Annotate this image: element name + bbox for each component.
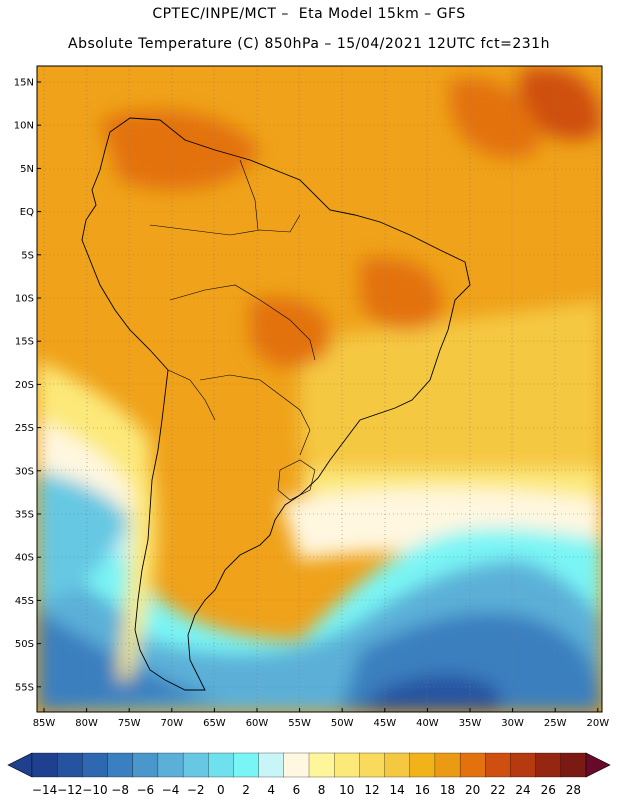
lat-tick-label: 35S <box>15 510 34 521</box>
colorbar-label: 28 <box>566 783 581 797</box>
lon-tick-label: 20W <box>586 718 609 729</box>
colorbar-swatch <box>485 752 511 778</box>
field-core-cold <box>360 675 500 712</box>
lat-tick-label: 40S <box>15 553 34 564</box>
lon-tick-label: 85W <box>33 718 56 729</box>
colorbar-swatch <box>510 752 537 778</box>
colorbar-label: 4 <box>267 783 275 797</box>
lon-tick-label: 65W <box>203 718 226 729</box>
field-midblue-pacific <box>37 470 130 600</box>
field-hotspot-atlantic <box>520 67 602 141</box>
colorbar-label: 24 <box>515 783 530 797</box>
colorbar-right-arrow <box>585 752 611 778</box>
lon-tick-label: 30W <box>501 718 524 729</box>
field-warm-atlantic <box>450 78 540 158</box>
colorbar-label: 18 <box>440 783 455 797</box>
title-line-2: Absolute Temperature (C) 850hPa – 15/04/… <box>68 36 550 52</box>
lat-tick-label: 10S <box>15 294 34 305</box>
colorbar-label: 8 <box>318 783 326 797</box>
lon-tick-label: 35W <box>459 718 482 729</box>
lat-tick-label: 5S <box>21 250 34 261</box>
colorbar-label: 16 <box>415 783 430 797</box>
colorbar-label: 20 <box>465 783 480 797</box>
lat-tick-label: 50S <box>15 639 34 650</box>
colorbar-label: 22 <box>490 783 505 797</box>
lat-tick-label: 25S <box>15 423 34 434</box>
colorbar-swatch <box>409 752 436 778</box>
field-hotspot-north <box>100 110 260 190</box>
colorbar-label: −4 <box>162 783 180 797</box>
lon-tick-label: 25W <box>544 718 567 729</box>
lon-tick-label: 80W <box>75 718 98 729</box>
colorbar-label: −6 <box>136 783 154 797</box>
lat-tick-label: 30S <box>15 466 34 477</box>
temperature-field <box>37 66 602 712</box>
colorbar-swatch <box>560 752 587 778</box>
colorbar-swatch <box>157 752 184 778</box>
colorbar-label: 10 <box>339 783 354 797</box>
lat-tick-label: EQ <box>20 207 34 218</box>
colorbar-label: −10 <box>82 783 107 797</box>
colorbar-swatch <box>132 752 159 778</box>
colorbar-swatch <box>233 752 260 778</box>
colorbar-label: 0 <box>217 783 225 797</box>
lat-tick-label: 15N <box>14 78 34 89</box>
colorbar-swatch <box>258 752 285 778</box>
lat-tick-label: 45S <box>15 596 34 607</box>
field-hotspot-northeast <box>360 258 442 331</box>
colorbar: −14 −12 −10 −8 −6 −4 −2 0 2 4 6 8 10 12 14 16 18 20 22 24 26… <box>7 752 611 797</box>
colorbar-label: −2 <box>187 783 205 797</box>
field-hotspot-central <box>250 297 332 369</box>
colorbar-left-arrow <box>7 752 33 778</box>
colorbar-swatch <box>384 752 411 778</box>
colorbar-swatch <box>182 752 209 778</box>
lon-tick-label: 55W <box>288 718 311 729</box>
colorbar-label: −12 <box>57 783 82 797</box>
colorbar-swatch <box>57 752 83 778</box>
lat-tick-label: 55S <box>15 682 34 693</box>
lon-tick-label: 70W <box>160 718 183 729</box>
lat-tick-label: 10N <box>14 121 34 132</box>
colorbar-label: −14 <box>32 783 57 797</box>
colorbar-swatch <box>359 752 385 778</box>
colorbar-swatch <box>535 752 562 778</box>
colorbar-swatch <box>107 752 134 778</box>
colorbar-swatch <box>334 752 360 778</box>
colorbar-label: 14 <box>389 783 404 797</box>
lat-tick-label: 15S <box>15 337 34 348</box>
lat-tick-label: 20S <box>15 380 34 391</box>
colorbar-label: 12 <box>364 783 379 797</box>
colorbar-swatch <box>434 752 461 778</box>
lon-tick-label: 50W <box>331 718 354 729</box>
colorbar-swatch <box>308 752 335 778</box>
colorbar-label: 26 <box>541 783 556 797</box>
title-line-1: CPTEC/INPE/MCT – Eta Model 15km – GFS <box>152 6 466 22</box>
field-andes-band <box>118 420 157 680</box>
latitude-ticks: 15N 10N 5N EQ 5S 10S 15S 20S 25S 30S 35S 40S 45S 50S 5… <box>14 78 41 693</box>
field-darkblue-southwest <box>37 610 220 712</box>
lon-tick-label: 40W <box>416 718 439 729</box>
colorbar-swatch <box>82 752 108 778</box>
longitude-ticks: 85W 80W 75W 70W 65W 60W 55W 50W 45W 40W 35W 30W 25W 2… <box>33 708 609 729</box>
colorbar-swatch <box>459 752 486 778</box>
colorbar-swatch <box>31 752 58 778</box>
lon-tick-label: 75W <box>118 718 141 729</box>
colorbar-label: −8 <box>111 783 129 797</box>
colorbar-label: 6 <box>293 783 301 797</box>
lon-tick-label: 45W <box>373 718 396 729</box>
map-frame <box>36 65 603 713</box>
country-borders <box>149 159 316 501</box>
lon-tick-label: 60W <box>246 718 269 729</box>
colorbar-swatch <box>283 752 310 778</box>
south-america-outline <box>81 117 471 691</box>
colorbar-swatch <box>208 752 234 778</box>
lat-tick-label: 5N <box>20 164 34 175</box>
colorbar-label: 2 <box>242 783 250 797</box>
field-yellow-atlantic <box>300 300 602 520</box>
